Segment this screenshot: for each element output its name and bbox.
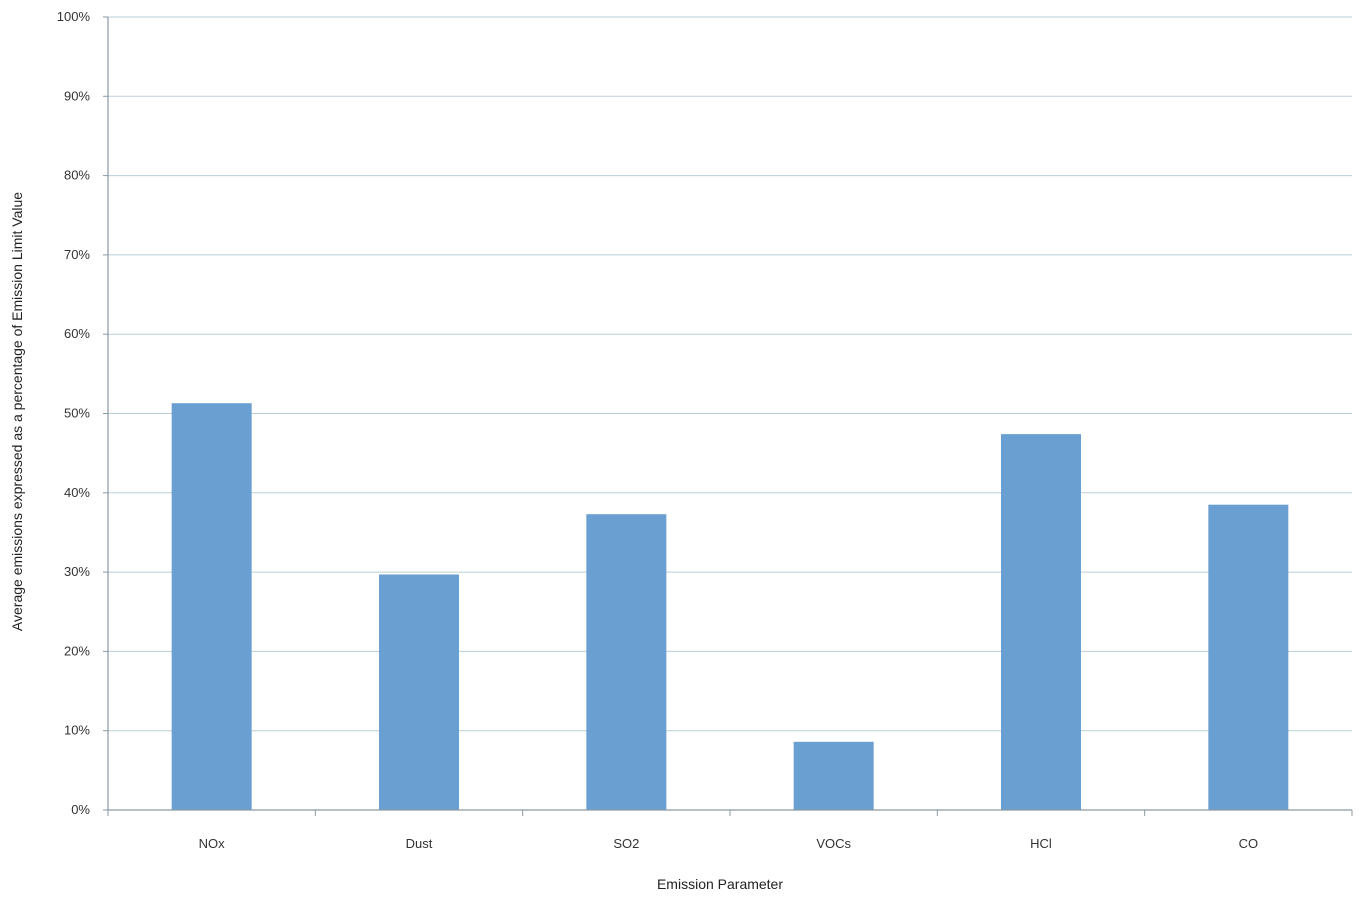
y-tick-label: 80%: [64, 168, 90, 183]
x-axis-title: Emission Parameter: [657, 876, 783, 892]
y-tick-label: 100%: [57, 9, 91, 24]
x-tick-label: VOCs: [816, 836, 851, 851]
y-tick-label: 40%: [64, 485, 90, 500]
bar-vocs: [793, 741, 874, 810]
y-tick-label: 30%: [64, 564, 90, 579]
y-tick-label: 70%: [64, 247, 90, 262]
y-tick-label: 20%: [64, 643, 90, 658]
axes: [103, 16, 1353, 816]
x-tick-labels: NOx Dust SO2 VOCs HCl CO: [199, 836, 1258, 851]
x-tick-label: NOx: [199, 836, 226, 851]
bars: [171, 403, 1289, 810]
x-tick-label: SO2: [613, 836, 639, 851]
y-tick-label: 60%: [64, 326, 90, 341]
bar-hcl: [1001, 434, 1081, 810]
bar-co: [1208, 504, 1289, 810]
y-tick-label: 10%: [64, 723, 90, 738]
bar-nox: [171, 403, 252, 810]
y-tick-label: 0%: [71, 802, 90, 817]
y-axis-title: Average emissions expressed as a percent…: [9, 192, 25, 631]
y-tick-label: 90%: [64, 88, 90, 103]
bar-so2: [586, 514, 667, 810]
y-tick-labels: 0% 10% 20% 30% 40% 50% 60% 70% 80% 90% 100%: [57, 9, 91, 817]
gridlines: [108, 16, 1352, 732]
x-tick-label: HCl: [1030, 836, 1052, 851]
bar-dust: [379, 574, 459, 810]
x-tick-label: CO: [1239, 836, 1259, 851]
x-tick-label: Dust: [406, 836, 433, 851]
y-tick-label: 50%: [64, 406, 90, 421]
